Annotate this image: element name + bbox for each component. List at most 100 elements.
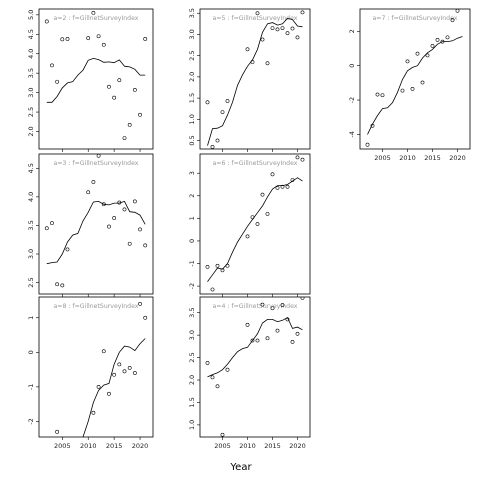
y-tick-label: -2	[27, 418, 35, 424]
data-point	[127, 365, 132, 370]
data-point	[86, 190, 91, 195]
smooth-fit-line	[46, 57, 146, 103]
data-point	[255, 338, 260, 343]
data-point	[122, 369, 127, 374]
data-point	[91, 410, 96, 415]
data-point	[300, 10, 305, 15]
data-point	[107, 224, 111, 229]
data-point	[280, 184, 285, 189]
data-point	[117, 78, 122, 83]
data-point	[132, 199, 137, 204]
y-tick-label: 0.5	[188, 135, 196, 145]
y-tick-label: 2.0	[27, 126, 35, 136]
data-point	[255, 11, 260, 16]
data-point	[295, 155, 300, 160]
panel: a=3 : f=GillnetSurveyIndex 2.5 3.0 3.5 4.0 4.…	[27, 153, 154, 297]
x-tick-label: 2020	[132, 442, 149, 450]
y-tick-label: 3.5	[188, 8, 196, 18]
data-point	[295, 35, 300, 40]
data-point	[265, 336, 270, 341]
y-tick-label: -4	[348, 131, 356, 137]
data-point	[215, 384, 220, 389]
y-tick-label: 3.5	[27, 68, 35, 78]
data-point	[225, 99, 230, 103]
panel-title: a=3 : f=GillnetSurveyIndex	[54, 160, 139, 167]
data-point	[290, 178, 295, 182]
data-point	[91, 10, 96, 15]
data-point	[370, 123, 375, 128]
y-tick-label: -1	[27, 384, 35, 390]
data-point	[205, 361, 210, 365]
panel-title: a=2 : f=GillnetSurveyIndex	[54, 15, 139, 22]
data-point	[220, 110, 225, 114]
data-point	[380, 93, 385, 98]
data-point	[220, 432, 225, 437]
panel-frame	[38, 153, 154, 295]
data-point	[112, 372, 117, 377]
y-tick-label: 2.5	[27, 107, 35, 117]
data-point	[405, 59, 410, 64]
data-point	[245, 322, 250, 327]
data-point	[210, 287, 215, 292]
data-point	[220, 268, 225, 273]
x-tick-label: 2010	[399, 154, 416, 162]
data-point	[375, 92, 380, 97]
data-point	[143, 37, 148, 41]
smooth-fit-line	[46, 200, 146, 265]
y-tick-label: 1.5	[188, 397, 196, 407]
data-point	[55, 429, 60, 434]
y-tick-label: 0	[348, 64, 356, 68]
data-point	[285, 184, 290, 189]
chart-panels: a=2 : f=GillnetSurveyIndex 2.0 2.5 3.0 3.5 4.…	[27, 0, 471, 450]
x-tick-label: 2005	[374, 154, 391, 162]
y-tick-label: 1	[188, 216, 196, 220]
data-point	[143, 243, 148, 248]
data-point	[60, 283, 65, 288]
data-point	[127, 241, 132, 246]
y-tick-label: 1.0	[188, 114, 196, 124]
data-point	[205, 265, 210, 269]
panel: a=7 : f=GillnetSurveyIndex -4 -2 0 2 2005 2010…	[348, 0, 471, 162]
data-point	[250, 60, 255, 64]
data-point	[415, 51, 420, 56]
data-point	[445, 35, 450, 40]
smooth-fit-line	[207, 17, 303, 146]
data-point	[112, 216, 117, 220]
y-tick-label: 2	[348, 29, 356, 33]
data-point	[138, 227, 142, 232]
y-tick-label: 3.0	[27, 249, 35, 259]
data-point	[260, 302, 265, 307]
data-point	[107, 391, 111, 396]
y-tick-label: -2	[188, 283, 196, 289]
smooth-fit-line	[207, 317, 303, 378]
data-point	[400, 88, 405, 93]
x-tick-label: 2015	[106, 442, 123, 450]
panel-frame	[38, 8, 154, 150]
data-point	[295, 331, 300, 336]
data-point	[430, 44, 435, 48]
data-point	[425, 53, 430, 58]
panel-title: a=7 : f=GillnetSurveyIndex	[373, 15, 458, 22]
data-point	[210, 144, 215, 149]
data-point	[55, 282, 60, 287]
panel-title: a=8 : f=GillnetSurveyIndex	[54, 303, 139, 310]
data-point	[255, 222, 260, 226]
y-tick-label: 1.0	[188, 420, 196, 430]
data-point	[461, 0, 464, 2]
y-tick-label: -2	[348, 97, 356, 103]
data-point	[250, 215, 255, 220]
data-point	[420, 80, 425, 85]
data-point	[107, 84, 111, 89]
x-tick-label: 2015	[264, 442, 281, 450]
panel-frame	[199, 8, 311, 150]
data-point	[435, 38, 440, 42]
data-point	[65, 247, 70, 252]
y-tick-label: 4.0	[27, 49, 35, 59]
y-tick-label: 4.0	[27, 192, 35, 202]
data-point	[138, 112, 142, 117]
data-point	[96, 34, 101, 39]
x-tick-label: 2010	[239, 442, 256, 450]
data-point	[260, 37, 265, 42]
data-point	[250, 338, 255, 343]
data-point	[270, 306, 275, 311]
